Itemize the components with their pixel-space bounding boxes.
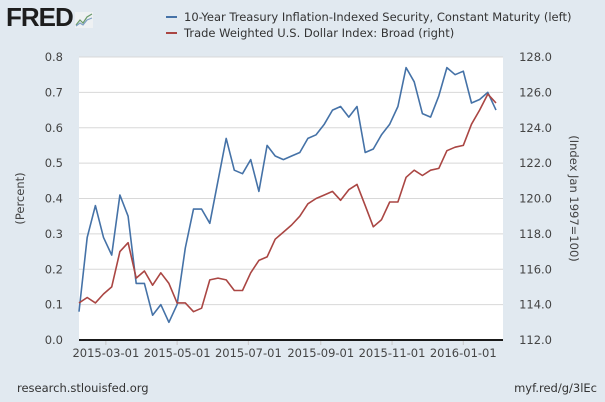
x-tick-label: 2015-03-01 xyxy=(72,346,139,360)
x-tick-label: 2015-09-01 xyxy=(287,346,354,360)
legend-item-tips[interactable]: 10-Year Treasury Inflation-Indexed Secur… xyxy=(166,10,571,24)
x-tick-label: 2015-07-01 xyxy=(215,346,282,360)
y-left-tick-label: 0.1 xyxy=(45,298,63,312)
y-axis-right-title: (Index Jan 1997=100) xyxy=(567,135,581,262)
y-axis-right-labels: 112.0 114.0 116.0 118.0 120.0 122.0 124.0 126.0… xyxy=(519,50,552,347)
y-right-tick-label: 124.0 xyxy=(519,121,552,135)
y-left-tick-label: 0.3 xyxy=(45,227,63,241)
y-axis-left-labels: 0.0 0.1 0.2 0.3 0.4 0.5 0.6 0.7 0.8 xyxy=(45,50,63,347)
x-tick-label: 2015-05-01 xyxy=(144,346,211,360)
logo-text: FRED xyxy=(6,2,74,32)
y-left-tick-label: 0.5 xyxy=(45,156,63,170)
y-left-tick-label: 0.0 xyxy=(45,333,63,347)
y-right-tick-label: 116.0 xyxy=(519,262,552,276)
fred-logo[interactable]: FRED xyxy=(6,4,93,30)
y-left-tick-label: 0.6 xyxy=(45,121,63,135)
x-tick-label: 2016-01-01 xyxy=(430,346,497,360)
y-right-tick-label: 126.0 xyxy=(519,85,552,99)
y-right-tick-label: 114.0 xyxy=(519,298,552,312)
source-link[interactable]: research.stlouisfed.org xyxy=(17,381,149,395)
y-left-tick-label: 0.2 xyxy=(45,262,63,276)
y-right-tick-label: 120.0 xyxy=(519,192,552,206)
y-right-tick-label: 118.0 xyxy=(519,227,552,241)
y-right-tick-label: 128.0 xyxy=(519,50,552,64)
y-right-tick-label: 122.0 xyxy=(519,156,552,170)
legend-label: 10-Year Treasury Inflation-Indexed Secur… xyxy=(184,10,572,24)
legend-label: Trade Weighted U.S. Dollar Index: Broad … xyxy=(184,26,455,40)
y-left-tick-label: 0.4 xyxy=(45,192,63,206)
series-line-tips-yield xyxy=(78,66,497,324)
trend-lines-icon xyxy=(74,12,93,28)
legend-swatch-blue xyxy=(166,16,177,18)
series-lines xyxy=(78,66,497,324)
short-link[interactable]: myf.red/g/3lEc xyxy=(514,381,597,395)
y-left-tick-label: 0.8 xyxy=(45,50,63,64)
x-axis-labels: 2015-03-01 2015-05-01 2015-07-01 2015-09-01… xyxy=(72,346,496,360)
x-tick-label: 2015-11-01 xyxy=(359,346,426,360)
y-axis-left-title: (Percent) xyxy=(13,172,27,224)
y-right-tick-label: 112.0 xyxy=(519,333,552,347)
y-left-tick-label: 0.7 xyxy=(45,85,63,99)
legend-swatch-red xyxy=(166,32,177,34)
legend-item-dollar-index[interactable]: Trade Weighted U.S. Dollar Index: Broad … xyxy=(166,26,454,40)
series-line-dollar-index xyxy=(78,93,497,313)
